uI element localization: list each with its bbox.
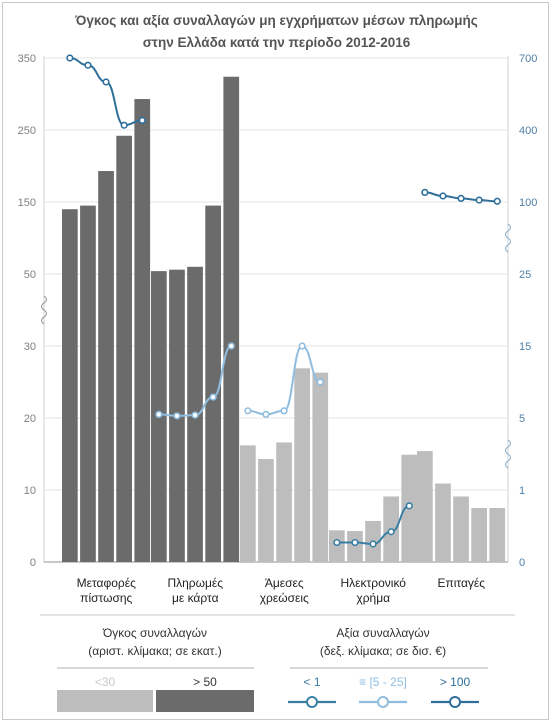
bar bbox=[258, 459, 274, 562]
value-point bbox=[244, 407, 252, 415]
value-point bbox=[227, 342, 235, 350]
category-label: χρεώσεις bbox=[260, 591, 309, 605]
left-tick-label: 10 bbox=[24, 485, 36, 497]
value-point bbox=[298, 342, 306, 350]
value-line bbox=[69, 57, 143, 127]
category-label: χρήμα bbox=[356, 591, 390, 605]
bar bbox=[80, 205, 96, 562]
right-tick-label: 0 bbox=[519, 557, 525, 569]
bar bbox=[62, 209, 78, 562]
chart-title-line-1: Όγκος και αξία συναλλαγών μη εγχρήματων … bbox=[75, 13, 478, 28]
bar bbox=[329, 530, 345, 562]
left-axis-break-icon bbox=[40, 295, 48, 325]
bar bbox=[294, 368, 310, 562]
value-point bbox=[351, 538, 359, 547]
value-point bbox=[387, 528, 395, 536]
right-tick-label: 100 bbox=[519, 197, 537, 209]
value-point bbox=[457, 194, 465, 202]
right-tick-label: 5 bbox=[519, 413, 525, 425]
value-point bbox=[66, 54, 74, 62]
bar bbox=[98, 171, 114, 563]
value-point bbox=[280, 407, 288, 415]
legend-value-label: > 100 bbox=[440, 675, 471, 689]
bar bbox=[116, 135, 132, 562]
bar bbox=[489, 508, 506, 562]
left-tick-label: 350 bbox=[18, 53, 36, 65]
category-label: με κάρτα bbox=[172, 591, 219, 605]
category-label: Επιταγές bbox=[437, 576, 485, 590]
legend-marker-icon bbox=[449, 696, 461, 708]
legend-volume-title: Όγκος συναλλαγών bbox=[102, 626, 207, 640]
bar bbox=[205, 205, 221, 562]
category-label: Πληρωμές bbox=[167, 576, 223, 590]
category-label: Μεταφορές bbox=[77, 576, 136, 590]
value-point bbox=[84, 61, 92, 69]
right-tick-label: 1 bbox=[519, 485, 525, 497]
bar bbox=[134, 99, 151, 562]
value-point bbox=[475, 196, 483, 204]
value-point bbox=[173, 412, 181, 420]
left-tick-label: 150 bbox=[18, 197, 36, 209]
value-point bbox=[102, 78, 110, 86]
right-tick-label: 15 bbox=[519, 341, 531, 353]
legend-marker-icon bbox=[377, 696, 389, 708]
value-point bbox=[209, 393, 217, 401]
left-tick-label: 30 bbox=[24, 341, 36, 353]
bar bbox=[453, 496, 469, 562]
legend-light-swatch bbox=[57, 690, 153, 712]
legend-value-subtitle: (δεξ. κλίμακα; σε δισ. €) bbox=[320, 644, 446, 658]
bar bbox=[417, 451, 433, 562]
value-point bbox=[138, 116, 146, 124]
value-point bbox=[262, 410, 270, 419]
value-point bbox=[333, 538, 341, 547]
right-axis-break-icon bbox=[504, 223, 512, 253]
legend-value-title: Αξία συναλλαγών bbox=[336, 626, 429, 640]
legend-dark-swatch bbox=[156, 690, 254, 712]
bar bbox=[471, 508, 487, 562]
legend-light-label: <30 bbox=[95, 675, 116, 689]
bar bbox=[223, 76, 240, 562]
bar bbox=[276, 442, 292, 562]
value-point bbox=[405, 502, 413, 510]
left-tick-label: 20 bbox=[24, 413, 36, 425]
legend-value-label: < 1 bbox=[303, 675, 320, 689]
right-tick-label: 25 bbox=[519, 269, 531, 281]
legend-marker-icon bbox=[306, 696, 318, 708]
category-label: Ηλεκτρονικό bbox=[341, 576, 407, 590]
right-axis-break-icon bbox=[504, 439, 512, 469]
value-point bbox=[191, 411, 199, 419]
right-tick-label: 400 bbox=[519, 125, 537, 137]
category-label: Άμεσες bbox=[265, 576, 304, 590]
value-point bbox=[120, 121, 128, 129]
right-tick-label: 700 bbox=[519, 53, 537, 65]
legend-volume-subtitle: (αριστ. κλίμακα; σε εκατ.) bbox=[88, 644, 222, 658]
value-point bbox=[155, 410, 163, 419]
value-point bbox=[493, 197, 501, 205]
bar bbox=[240, 445, 256, 562]
value-point bbox=[316, 378, 324, 386]
bar bbox=[312, 372, 329, 562]
legend-dark-label: > 50 bbox=[193, 675, 217, 689]
value-point bbox=[369, 540, 377, 548]
category-label: πίστωσης bbox=[80, 591, 132, 605]
left-tick-label: 250 bbox=[18, 125, 36, 137]
value-point bbox=[439, 192, 447, 200]
value-point bbox=[421, 188, 429, 196]
chart-title-line-2: στην Ελλάδα κατά την περίοδο 2012-2016 bbox=[142, 35, 411, 50]
legend-value-label: ≡ [5 - 25] bbox=[359, 675, 407, 689]
bar bbox=[347, 531, 363, 562]
left-tick-label: 0 bbox=[30, 557, 36, 569]
bar bbox=[435, 483, 451, 562]
left-tick-label: 50 bbox=[24, 269, 36, 281]
